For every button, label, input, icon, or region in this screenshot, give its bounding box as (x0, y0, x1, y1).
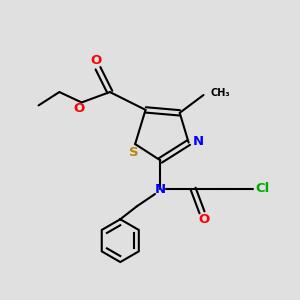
Text: O: O (74, 103, 85, 116)
Text: N: N (193, 135, 204, 148)
Text: O: O (199, 213, 210, 226)
Text: CH₃: CH₃ (211, 88, 231, 98)
Text: S: S (129, 146, 139, 159)
Text: O: O (91, 54, 102, 67)
Text: Cl: Cl (255, 182, 269, 195)
Text: N: N (155, 183, 166, 196)
